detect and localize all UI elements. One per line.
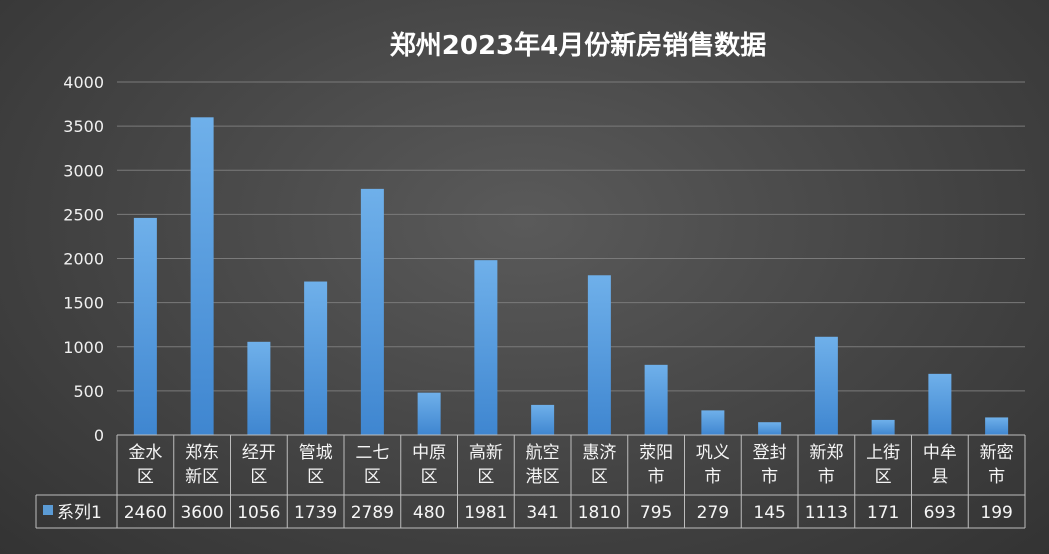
category-label: 登封	[753, 443, 787, 463]
category-label: 新区	[185, 467, 219, 487]
category-label: 区	[250, 467, 267, 487]
category-label: 荥阳	[639, 443, 673, 463]
value-label: 1739	[294, 503, 337, 523]
value-label: 341	[526, 503, 558, 523]
value-label: 795	[640, 503, 672, 523]
value-label: 3600	[180, 503, 223, 523]
category-label: 巩义	[696, 443, 730, 463]
category-label: 上街	[866, 443, 900, 463]
bar	[474, 260, 498, 435]
bar	[701, 410, 725, 435]
y-tick-label: 4000	[63, 73, 104, 92]
value-label: 199	[980, 503, 1012, 523]
y-tick-label: 2500	[63, 205, 104, 224]
category-label: 市	[761, 467, 778, 487]
category-label: 区	[591, 467, 608, 487]
bar	[758, 422, 782, 435]
category-label: 港区	[526, 467, 560, 487]
bar	[360, 188, 384, 435]
y-tick-label: 500	[73, 382, 104, 401]
y-tick-label: 2000	[63, 250, 104, 269]
y-tick-label: 3000	[63, 161, 104, 180]
category-label: 市	[818, 467, 835, 487]
bar	[190, 117, 214, 436]
bar	[531, 404, 555, 435]
bar	[644, 364, 668, 435]
y-tick-label: 0	[94, 426, 104, 445]
category-label: 中牟	[923, 443, 957, 463]
bars	[133, 117, 1009, 436]
y-tick-label: 1500	[63, 294, 104, 313]
category-label: 航空	[526, 443, 560, 463]
value-label: 1981	[464, 503, 507, 523]
category-label: 区	[421, 467, 438, 487]
category-label: 区	[364, 467, 381, 487]
value-label: 145	[753, 503, 785, 523]
bar	[304, 281, 328, 435]
bar	[814, 336, 838, 435]
category-label: 高新	[469, 443, 503, 463]
value-label: 1056	[237, 503, 280, 523]
category-label: 新郑	[809, 443, 843, 463]
category-label: 二七	[355, 443, 389, 463]
category-label: 县	[931, 467, 948, 487]
legend-swatch	[43, 505, 53, 515]
category-label: 区	[307, 467, 324, 487]
category-label: 惠济	[582, 443, 616, 463]
y-tick-label: 1000	[63, 338, 104, 357]
bar	[417, 392, 441, 435]
category-label: 新密	[980, 443, 1014, 463]
category-label: 区	[477, 467, 494, 487]
category-label: 市	[988, 467, 1005, 487]
bar	[928, 373, 952, 435]
category-label: 中原	[412, 443, 446, 463]
category-label: 经开	[242, 443, 276, 463]
y-axis-ticks: 0 500 1000 1500 2000 2500 3000 3500 4000	[63, 73, 104, 445]
y-tick-label: 3500	[63, 117, 104, 136]
value-label: 693	[924, 503, 956, 523]
value-label: 171	[867, 503, 899, 523]
category-label: 市	[648, 467, 665, 487]
category-label: 管城	[299, 443, 333, 463]
value-label: 2460	[124, 503, 167, 523]
bar	[133, 217, 157, 435]
value-label: 1810	[578, 503, 621, 523]
value-label: 279	[697, 503, 729, 523]
value-label: 480	[413, 503, 445, 523]
value-label: 1113	[805, 503, 848, 523]
bar	[985, 417, 1009, 435]
value-label: 2789	[351, 503, 394, 523]
bar	[247, 341, 271, 435]
category-label: 郑东	[185, 443, 219, 463]
bar	[871, 419, 895, 435]
category-label: 区	[137, 467, 154, 487]
bar	[587, 275, 611, 435]
category-label: 市	[704, 467, 721, 487]
chart-title: 郑州2023年4月份新房销售数据	[390, 30, 766, 61]
series-name: 系列1	[57, 503, 102, 523]
category-label: 区	[875, 467, 892, 487]
category-label: 金水	[128, 443, 162, 463]
